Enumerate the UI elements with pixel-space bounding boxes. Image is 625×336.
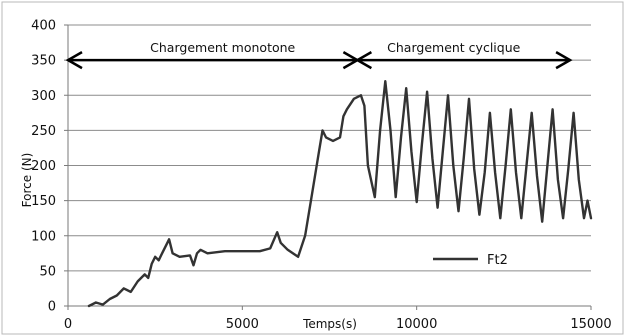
y-tick-label-0: 0 (48, 300, 56, 315)
y-tick-label-250: 250 (31, 124, 56, 139)
arrow-cyclic-left-head (354, 51, 373, 70)
axes (64, 24, 592, 310)
arrow-cyclic-right-head (555, 51, 573, 70)
phase-arrows (65, 51, 573, 70)
y-tick-label-350: 350 (31, 54, 56, 69)
legend-label-ft2: Ft2 (487, 253, 508, 268)
y-tick-label-150: 150 (31, 194, 56, 209)
phase-label-cyclic: Chargement cyclique (387, 40, 520, 55)
y-tick-label-200: 200 (31, 159, 56, 174)
y-tick-label-100: 100 (31, 229, 56, 244)
y-tick-label-400: 400 (31, 19, 56, 34)
x-tick-label-0: 0 (64, 317, 72, 332)
y-axis-title: Force (N) (20, 153, 34, 208)
arrow-monotone-left-head (65, 51, 83, 70)
x-tick-label-15000: 15000 (570, 317, 611, 332)
legend: Ft2 (433, 253, 508, 268)
y-tick-label-50: 50 (39, 264, 56, 279)
phase-label-monotone: Chargement monotone (150, 40, 295, 55)
arrow-cyclic (354, 51, 573, 70)
x-tick-label-5000: 5000 (226, 317, 259, 332)
y-tick-label-300: 300 (31, 89, 56, 104)
x-axis-title: Temps(s) (302, 317, 357, 331)
series-group (87, 79, 593, 308)
y-tick-labels: 0 50 100 150 200 250 300 350 400 (31, 19, 56, 315)
x-tick-labels: 0 5000 10000 15000 (64, 317, 612, 332)
series-line-ft2 (87, 79, 593, 308)
gridlines (68, 24, 591, 272)
x-tick-label-10000: 10000 (396, 317, 437, 332)
